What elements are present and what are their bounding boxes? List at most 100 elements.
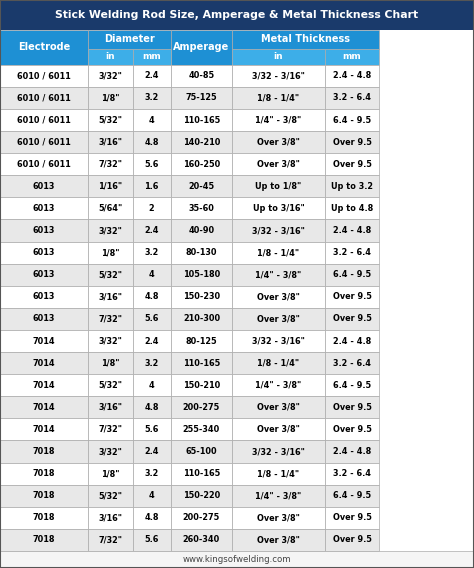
- FancyBboxPatch shape: [88, 49, 133, 65]
- Text: Up to 1/8": Up to 1/8": [255, 182, 301, 191]
- Text: 2.4 - 4.8: 2.4 - 4.8: [333, 226, 371, 235]
- Text: Over 9.5: Over 9.5: [332, 536, 372, 544]
- FancyBboxPatch shape: [232, 241, 325, 264]
- Text: 6010 / 6011: 6010 / 6011: [17, 115, 71, 124]
- FancyBboxPatch shape: [171, 419, 232, 440]
- Text: 4: 4: [149, 270, 155, 279]
- FancyBboxPatch shape: [171, 176, 232, 197]
- Text: 3/32": 3/32": [98, 447, 122, 456]
- Text: 1/8 - 1/4": 1/8 - 1/4": [257, 358, 300, 367]
- FancyBboxPatch shape: [325, 264, 379, 286]
- Text: in: in: [105, 52, 115, 61]
- FancyBboxPatch shape: [133, 153, 171, 176]
- Text: 6.4 - 9.5: 6.4 - 9.5: [333, 270, 371, 279]
- FancyBboxPatch shape: [232, 330, 325, 352]
- Text: Over 9.5: Over 9.5: [332, 160, 372, 169]
- Text: 6013: 6013: [33, 315, 55, 323]
- FancyBboxPatch shape: [325, 440, 379, 462]
- Text: Amperage: Amperage: [173, 42, 229, 52]
- Text: 7018: 7018: [33, 447, 55, 456]
- Text: 40-85: 40-85: [188, 72, 215, 80]
- FancyBboxPatch shape: [88, 65, 133, 87]
- Text: 4: 4: [149, 381, 155, 390]
- Text: Over 9.5: Over 9.5: [332, 293, 372, 301]
- Text: 2.4 - 4.8: 2.4 - 4.8: [333, 447, 371, 456]
- Text: Over 3/8": Over 3/8": [257, 425, 300, 434]
- FancyBboxPatch shape: [171, 153, 232, 176]
- Text: 5/32": 5/32": [98, 381, 122, 390]
- FancyBboxPatch shape: [133, 529, 171, 551]
- Text: 7014: 7014: [33, 403, 55, 412]
- Text: 5.6: 5.6: [145, 425, 159, 434]
- Text: 3/32 - 3/16": 3/32 - 3/16": [252, 226, 305, 235]
- Text: Over 9.5: Over 9.5: [332, 513, 372, 523]
- FancyBboxPatch shape: [0, 131, 88, 153]
- FancyBboxPatch shape: [0, 65, 88, 87]
- Text: 6013: 6013: [33, 270, 55, 279]
- FancyBboxPatch shape: [133, 176, 171, 197]
- FancyBboxPatch shape: [325, 176, 379, 197]
- Text: 3.2 - 6.4: 3.2 - 6.4: [333, 93, 371, 102]
- Text: mm: mm: [343, 52, 361, 61]
- FancyBboxPatch shape: [171, 109, 232, 131]
- Text: Electrode: Electrode: [18, 42, 70, 52]
- FancyBboxPatch shape: [325, 131, 379, 153]
- FancyBboxPatch shape: [133, 241, 171, 264]
- Text: 5.6: 5.6: [145, 536, 159, 544]
- FancyBboxPatch shape: [171, 507, 232, 529]
- Text: 140-210: 140-210: [183, 137, 220, 147]
- Text: Metal Thickness: Metal Thickness: [261, 34, 350, 44]
- Text: 7018: 7018: [33, 469, 55, 478]
- FancyBboxPatch shape: [325, 507, 379, 529]
- FancyBboxPatch shape: [88, 485, 133, 507]
- FancyBboxPatch shape: [88, 529, 133, 551]
- Text: 7014: 7014: [33, 425, 55, 434]
- Text: 1.6: 1.6: [145, 182, 159, 191]
- Text: Over 3/8": Over 3/8": [257, 293, 300, 301]
- Text: 2.4: 2.4: [145, 336, 159, 345]
- FancyBboxPatch shape: [232, 507, 325, 529]
- Text: mm: mm: [142, 52, 161, 61]
- Text: 80-130: 80-130: [186, 248, 217, 257]
- FancyBboxPatch shape: [133, 485, 171, 507]
- Text: 110-165: 110-165: [183, 469, 220, 478]
- FancyBboxPatch shape: [0, 462, 88, 485]
- Text: 3.2 - 6.4: 3.2 - 6.4: [333, 358, 371, 367]
- Text: Over 3/8": Over 3/8": [257, 137, 300, 147]
- Text: 4.8: 4.8: [145, 513, 159, 523]
- Text: 1/16": 1/16": [98, 182, 122, 191]
- Text: 255-340: 255-340: [183, 425, 220, 434]
- FancyBboxPatch shape: [171, 462, 232, 485]
- Text: 40-90: 40-90: [188, 226, 215, 235]
- Text: 5.6: 5.6: [145, 315, 159, 323]
- FancyBboxPatch shape: [232, 176, 325, 197]
- Text: 6013: 6013: [33, 182, 55, 191]
- FancyBboxPatch shape: [88, 396, 133, 419]
- Text: 200-275: 200-275: [183, 513, 220, 523]
- Text: 7014: 7014: [33, 381, 55, 390]
- FancyBboxPatch shape: [232, 131, 325, 153]
- Text: 3/16": 3/16": [98, 403, 122, 412]
- FancyBboxPatch shape: [171, 87, 232, 109]
- FancyBboxPatch shape: [232, 65, 325, 87]
- Text: 20-45: 20-45: [188, 182, 215, 191]
- Text: Up to 3.2: Up to 3.2: [331, 182, 373, 191]
- Text: 80-125: 80-125: [186, 336, 217, 345]
- FancyBboxPatch shape: [232, 153, 325, 176]
- FancyBboxPatch shape: [133, 219, 171, 241]
- FancyBboxPatch shape: [325, 197, 379, 219]
- Text: 6010 / 6011: 6010 / 6011: [17, 160, 71, 169]
- Text: 3.2: 3.2: [145, 469, 159, 478]
- FancyBboxPatch shape: [171, 330, 232, 352]
- FancyBboxPatch shape: [325, 49, 379, 65]
- FancyBboxPatch shape: [325, 153, 379, 176]
- FancyBboxPatch shape: [88, 197, 133, 219]
- Text: 1/4" - 3/8": 1/4" - 3/8": [255, 270, 301, 279]
- FancyBboxPatch shape: [325, 374, 379, 396]
- FancyBboxPatch shape: [88, 131, 133, 153]
- FancyBboxPatch shape: [0, 241, 88, 264]
- FancyBboxPatch shape: [0, 529, 88, 551]
- Text: 3/32 - 3/16": 3/32 - 3/16": [252, 336, 305, 345]
- FancyBboxPatch shape: [232, 109, 325, 131]
- Text: 3/16": 3/16": [98, 137, 122, 147]
